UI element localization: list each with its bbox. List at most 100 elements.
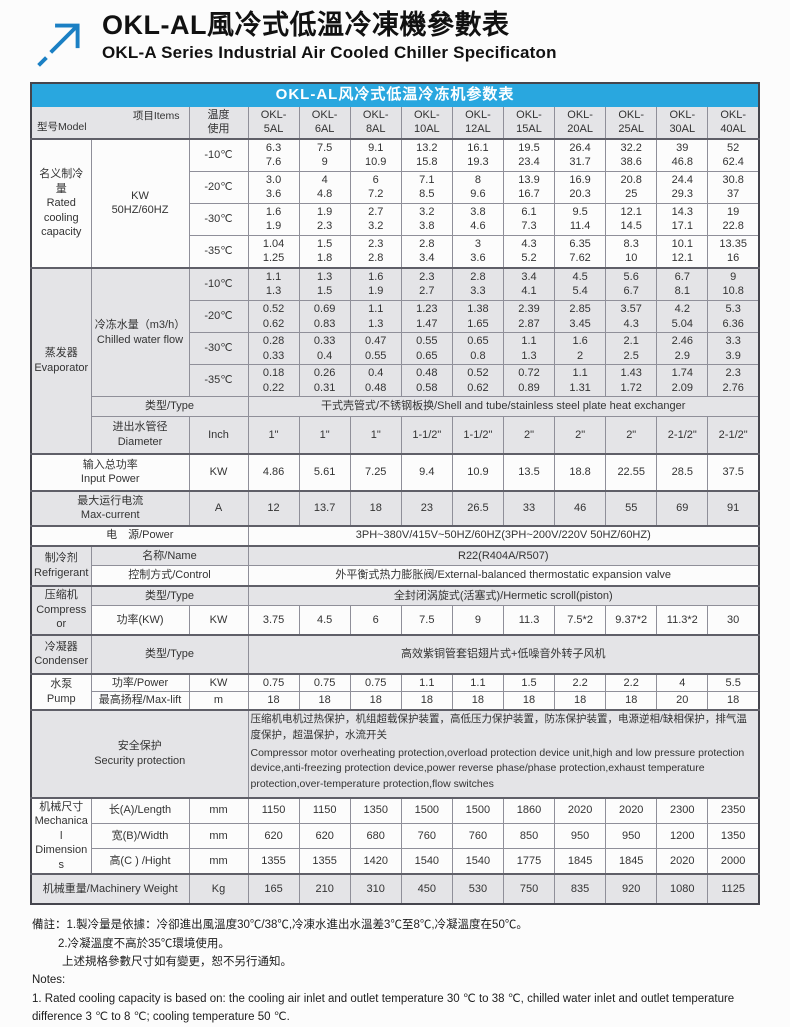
value-cell: OKL- 10AL bbox=[400, 105, 453, 140]
value-cell: 13.7 bbox=[298, 489, 351, 527]
rated-group-label: 名义制冷量 Rated cooling capacity bbox=[30, 137, 92, 269]
pump-lift-unit: m bbox=[188, 691, 249, 711]
value-cell: 6.1 7.3 bbox=[502, 202, 556, 236]
value-cell: 1125 bbox=[707, 873, 760, 905]
value-cell: 5.6 6.7 bbox=[605, 266, 658, 301]
value-cell: 1350 bbox=[707, 822, 760, 850]
power-supply-label: 电 源/Power bbox=[30, 524, 249, 547]
value-cell: 1.6 1.9 bbox=[247, 202, 300, 236]
row-max-current: 最大运行电流 Max-current A 12 13.7 18 23 26.5 33 46 55… bbox=[30, 489, 760, 527]
value-cell: 7.5 9 bbox=[298, 137, 351, 172]
row-evap-type: 类型/Type 干式壳管式/不锈钢板换/Shell and tube/stain… bbox=[31, 396, 760, 418]
value-cell: 2.8 3.4 bbox=[400, 234, 453, 269]
value-cell: 750 bbox=[502, 873, 556, 905]
value-cell: 2.3 2.7 bbox=[400, 266, 453, 301]
value-cell: 2-1/2" bbox=[707, 416, 760, 455]
value-cell: 22.55 bbox=[605, 452, 658, 492]
mechanical-group-label: 机械尺寸 Mechanical Dimensions bbox=[30, 796, 92, 875]
value-cell: OKL- 8AL bbox=[349, 105, 402, 140]
value-cell: 450 bbox=[400, 873, 453, 905]
value-cell: 55 bbox=[605, 489, 658, 527]
value-cell: OKL- 25AL bbox=[605, 105, 658, 140]
value-cell: 9.4 bbox=[400, 452, 453, 492]
table-title-row: OKL-AL风冷式低温冷冻机参数表 bbox=[30, 82, 760, 107]
input-power-unit: KW bbox=[188, 452, 249, 492]
value-cell: 18.8 bbox=[554, 452, 607, 492]
value-cell: 760 bbox=[451, 822, 504, 850]
value-cell: 2.3 2.8 bbox=[349, 234, 402, 269]
value-cell: 1540 bbox=[400, 848, 453, 875]
value-cell: 11.3*2 bbox=[656, 605, 709, 636]
value-cell: 3.4 4.1 bbox=[502, 266, 556, 301]
corner-model-label: 型号Model bbox=[37, 120, 87, 133]
value-cell: 4.3 5.2 bbox=[502, 234, 556, 269]
value-cell: 1500 bbox=[451, 796, 504, 824]
pump-group-label: 水泵 Pump bbox=[30, 672, 92, 711]
value-cell: 30 bbox=[707, 605, 760, 636]
row-diameter: 进出水管径 Diameter Inch 1" 1" 1" 1-1/2" 1-1/2" 2" 2… bbox=[31, 416, 760, 455]
value-cell: 165 bbox=[247, 873, 300, 905]
value-cell: 91 bbox=[707, 489, 760, 527]
height-label: 高(C ) /Hight bbox=[90, 848, 190, 875]
value-cell: 0.26 0.31 bbox=[298, 364, 351, 398]
value-cell: 760 bbox=[400, 822, 453, 850]
row-compressor-power: 功率(KW) KW 3.75 4.5 6 7.5 9 11.3 7.5*2 9.37*2 11.… bbox=[31, 605, 760, 636]
value-cell: 4.5 bbox=[298, 605, 351, 636]
value-cell: 1540 bbox=[451, 848, 504, 875]
row-mech-width: 宽(B)/Width mm 620 620 680 760 760 850 950 950 12… bbox=[31, 822, 760, 850]
value-cell: 33 bbox=[502, 489, 556, 527]
value-cell: 52 62.4 bbox=[707, 137, 760, 172]
brand-arrow-icon bbox=[36, 14, 88, 70]
value-cell: 3.75 bbox=[247, 605, 300, 636]
value-cell: 9.5 11.4 bbox=[554, 202, 607, 236]
value-cell: 3 3.6 bbox=[451, 234, 504, 269]
value-cell: 1.6 2 bbox=[554, 332, 607, 366]
value-cell: 9.1 10.9 bbox=[349, 137, 402, 172]
value-cell: 4.5 5.4 bbox=[554, 266, 607, 301]
compressor-type-label: 类型/Type bbox=[90, 584, 249, 607]
temp-label: -30℃ bbox=[188, 332, 249, 366]
brand-titles: OKL-AL風冷式低溫冷凍機參數表 OKL-A Series Industria… bbox=[102, 10, 557, 63]
value-cell: 7.5 bbox=[400, 605, 453, 636]
value-cell: 10.9 bbox=[451, 452, 504, 492]
row-pump-lift: 最高扬程/Max-lift m 18 18 18 18 18 18 18 18 20 18 bbox=[31, 691, 760, 711]
value-cell: 950 bbox=[554, 822, 607, 850]
row-input-power: 输入总功率 Input Power KW 4.86 5.61 7.25 9.4 10.9 1… bbox=[30, 452, 760, 492]
value-cell: 2" bbox=[554, 416, 607, 455]
value-cell: 8.3 10 bbox=[605, 234, 658, 269]
row-condenser: 冷凝器 Condenser 类型/Type 高效紫铜管套铝翅片式+低噪音外转子风机 bbox=[30, 633, 760, 675]
value-cell: 37.5 bbox=[707, 452, 760, 492]
value-cell: 620 bbox=[247, 822, 300, 850]
value-cell: 1.38 1.65 bbox=[451, 299, 504, 334]
value-cell: 950 bbox=[605, 822, 658, 850]
value-cell: 7.25 bbox=[349, 452, 402, 492]
value-cell: 18 bbox=[554, 691, 607, 711]
note-zh-3: 上述規格參數尺寸如有變更，恕不另行通知。 bbox=[62, 955, 292, 968]
length-label: 长(A)/Length bbox=[90, 796, 190, 824]
value-cell: 310 bbox=[349, 873, 402, 905]
refrigerant-name-label: 名称/Name bbox=[90, 544, 249, 567]
value-cell: 2020 bbox=[554, 796, 607, 824]
value-cell: 680 bbox=[349, 822, 402, 850]
value-cell: 2.8 3.3 bbox=[451, 266, 504, 301]
value-cell: 2.85 3.45 bbox=[554, 299, 607, 334]
row-power-supply: 电 源/Power 3PH~380V/415V~50HZ/60HZ(3PH~20… bbox=[30, 524, 760, 547]
value-cell: 1" bbox=[349, 416, 402, 455]
value-cell: 0.55 0.65 bbox=[400, 332, 453, 366]
page-title-zh: OKL-AL風冷式低溫冷凍機參數表 bbox=[102, 10, 510, 40]
compressor-group-label: 压缩机 Compressor bbox=[30, 584, 92, 636]
value-cell: 1775 bbox=[502, 848, 556, 875]
page-title-en: OKL-A Series Industrial Air Cooled Chill… bbox=[102, 43, 557, 63]
value-cell: 3.8 4.6 bbox=[451, 202, 504, 236]
value-cell: 5.61 bbox=[298, 452, 351, 492]
page: OKL-AL風冷式低溫冷凍機參數表 OKL-A Series Industria… bbox=[30, 10, 760, 1023]
row-compressor-type: 压缩机 Compressor 类型/Type 全封闭涡旋式(活塞式)/Hermet… bbox=[30, 584, 760, 636]
value-cell: 2" bbox=[605, 416, 658, 455]
compressor-type-value: 全封闭涡旋式(活塞式)/Hermetic scroll(piston) bbox=[247, 584, 760, 607]
row-refrigerant-name: 制冷剂 Refrigerant 名称/Name R22(R404A/R507) bbox=[30, 544, 760, 587]
value-cell: 5.5 bbox=[707, 672, 760, 693]
value-cell: 1355 bbox=[298, 848, 351, 875]
value-cell: 1.23 1.47 bbox=[400, 299, 453, 334]
value-cell: 0.33 0.4 bbox=[298, 332, 351, 366]
height-unit: mm bbox=[188, 848, 249, 875]
